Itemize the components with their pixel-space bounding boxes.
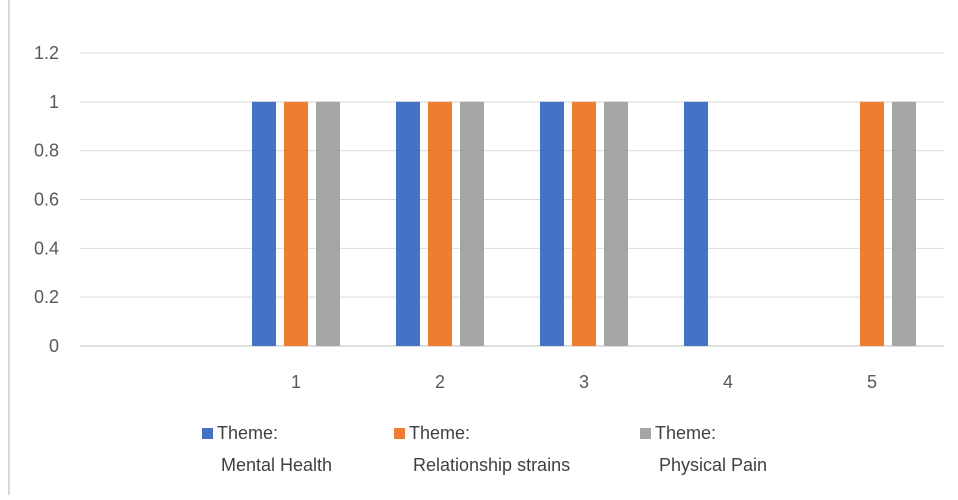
bars [252, 101, 916, 346]
legend-item: Theme: Physical Pain [640, 423, 767, 475]
legend-label: Relationship strains [413, 455, 570, 475]
bar [460, 101, 484, 346]
y-tick-label: 1.2 [34, 43, 59, 63]
legend-label: Theme: [409, 423, 470, 443]
legend-label: Physical Pain [659, 455, 767, 475]
y-tick-label: 1 [49, 92, 59, 112]
legend-swatch [394, 428, 405, 439]
x-tick-label: 4 [723, 372, 733, 392]
left-border-rule [8, 0, 10, 495]
x-tick-label: 1 [291, 372, 301, 392]
y-axis-tick-labels: 0 0.2 0.4 0.6 0.8 1 1.2 [34, 43, 59, 356]
bar [428, 101, 452, 346]
y-tick-label: 0 [49, 336, 59, 356]
bar [892, 101, 916, 346]
gridlines [80, 52, 944, 347]
bar [604, 101, 628, 346]
y-tick-label: 0.6 [34, 190, 59, 210]
bar [284, 101, 308, 346]
legend-label: Mental Health [221, 455, 332, 475]
x-tick-label: 2 [435, 372, 445, 392]
x-tick-label: 5 [867, 372, 877, 392]
bar [396, 101, 420, 346]
legend-item: Theme: Relationship strains [394, 423, 570, 475]
bar [860, 101, 884, 346]
bar [316, 101, 340, 346]
y-tick-label: 0.8 [34, 141, 59, 161]
bar [540, 101, 564, 346]
y-tick-label: 0.4 [34, 238, 59, 258]
legend-label: Theme: [217, 423, 278, 443]
legend-label: Theme: [655, 423, 716, 443]
x-tick-label: 3 [579, 372, 589, 392]
bar [684, 101, 708, 346]
legend: Theme: Mental Health Theme: Relationship st… [202, 423, 767, 475]
x-axis-tick-labels: 1 2 3 4 5 [291, 372, 877, 392]
bar [252, 101, 276, 346]
y-tick-label: 0.2 [34, 287, 59, 307]
legend-swatch [202, 428, 213, 439]
legend-swatch [640, 428, 651, 439]
legend-item: Theme: Mental Health [202, 423, 332, 475]
bar [572, 101, 596, 346]
